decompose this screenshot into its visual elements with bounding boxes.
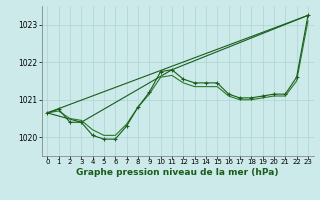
X-axis label: Graphe pression niveau de la mer (hPa): Graphe pression niveau de la mer (hPa) [76, 168, 279, 177]
